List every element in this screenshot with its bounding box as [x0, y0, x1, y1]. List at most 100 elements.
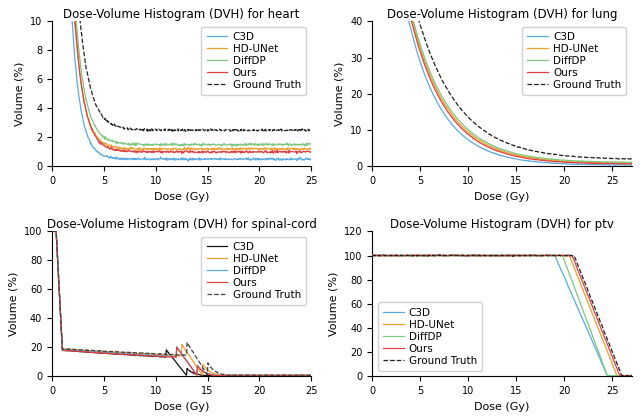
- Ground Truth: [173, 128, 180, 133]
- Ours: [502, 252, 510, 257]
- HD-UNet: [618, 161, 626, 166]
- DiffDP: [492, 144, 499, 150]
- C3D: [509, 253, 517, 258]
- Ground Truth: [493, 136, 501, 141]
- DiffDP: [261, 142, 269, 147]
- HD-UNet: [369, 253, 376, 258]
- Line: Ours: Ours: [372, 0, 632, 164]
- Ground Truth: [202, 371, 210, 376]
- HD-UNet: [261, 373, 269, 378]
- HD-UNet: [497, 252, 505, 257]
- Line: Ground Truth: Ground Truth: [52, 0, 311, 131]
- Ground Truth: [509, 253, 517, 258]
- C3D: [618, 374, 625, 379]
- Ground Truth: [582, 281, 589, 286]
- Ours: [621, 161, 629, 166]
- Line: Ours: Ours: [372, 255, 632, 376]
- C3D: [173, 157, 180, 162]
- X-axis label: Dose (Gy): Dose (Gy): [154, 402, 209, 412]
- Y-axis label: Volume (%): Volume (%): [8, 272, 19, 336]
- HD-UNet: [202, 366, 210, 371]
- Ground Truth: [494, 253, 502, 258]
- Ours: [582, 286, 589, 291]
- DiffDP: [172, 354, 179, 359]
- C3D: [307, 373, 315, 378]
- Legend: C3D, HD-UNet, DiffDP, Ours, Ground Truth: C3D, HD-UNet, DiffDP, Ours, Ground Truth: [522, 26, 627, 95]
- Line: Ground Truth: Ground Truth: [372, 255, 632, 376]
- Ours: [492, 253, 499, 258]
- DiffDP: [173, 142, 180, 147]
- Title: Dose-Volume Histogram (DVH) for ptv: Dose-Volume Histogram (DVH) for ptv: [390, 218, 614, 231]
- HD-UNet: [307, 146, 315, 151]
- HD-UNet: [628, 373, 636, 378]
- Ours: [492, 148, 499, 153]
- Ground Truth: [622, 373, 630, 378]
- Line: DiffDP: DiffDP: [372, 255, 632, 376]
- DiffDP: [627, 160, 634, 165]
- Ground Truth: [628, 157, 636, 162]
- DiffDP: [301, 143, 309, 148]
- HD-UNet: [301, 373, 309, 378]
- HD-UNet: [524, 253, 531, 258]
- Ours: [509, 153, 516, 158]
- Ground Truth: [260, 373, 268, 378]
- Ours: [524, 253, 531, 258]
- DiffDP: [307, 373, 315, 378]
- DiffDP: [307, 142, 315, 147]
- Ground Truth: [468, 252, 476, 257]
- Line: Ours: Ours: [52, 0, 311, 154]
- C3D: [203, 373, 211, 378]
- Ours: [628, 373, 636, 378]
- Ours: [261, 373, 269, 378]
- Ground Truth: [623, 157, 631, 162]
- C3D: [261, 373, 269, 378]
- C3D: [628, 373, 636, 378]
- Ours: [188, 366, 196, 371]
- Legend: C3D, HD-UNet, DiffDP, Ours, Ground Truth: C3D, HD-UNet, DiffDP, Ours, Ground Truth: [202, 236, 306, 305]
- Ground Truth: [492, 253, 500, 258]
- Legend: C3D, HD-UNet, DiffDP, Ours, Ground Truth: C3D, HD-UNet, DiffDP, Ours, Ground Truth: [378, 302, 483, 371]
- C3D: [524, 253, 531, 258]
- Line: Ground Truth: Ground Truth: [372, 0, 632, 159]
- C3D: [581, 162, 589, 167]
- C3D: [582, 323, 589, 328]
- Ours: [307, 150, 315, 155]
- DiffDP: [261, 373, 269, 378]
- C3D: [50, 229, 58, 234]
- Line: C3D: C3D: [52, 231, 311, 376]
- Ground Truth: [172, 128, 179, 133]
- DiffDP: [232, 144, 240, 149]
- Ground Truth: [492, 135, 499, 140]
- HD-UNet: [260, 145, 268, 150]
- DiffDP: [51, 229, 58, 234]
- Ground Truth: [203, 127, 211, 132]
- Line: C3D: C3D: [52, 0, 311, 161]
- C3D: [261, 156, 269, 161]
- Ours: [48, 229, 56, 234]
- Ours: [628, 162, 636, 167]
- HD-UNet: [509, 152, 516, 157]
- HD-UNet: [622, 161, 630, 166]
- HD-UNet: [493, 253, 501, 258]
- HD-UNet: [492, 253, 499, 258]
- HD-UNet: [301, 147, 309, 152]
- DiffDP: [202, 142, 210, 147]
- Ours: [173, 345, 180, 350]
- Ours: [523, 156, 531, 161]
- DiffDP: [369, 252, 376, 257]
- DiffDP: [493, 145, 501, 150]
- Ground Truth: [523, 147, 531, 152]
- C3D: [620, 163, 628, 168]
- HD-UNet: [48, 229, 56, 234]
- Line: DiffDP: DiffDP: [372, 0, 632, 163]
- C3D: [184, 158, 192, 163]
- HD-UNet: [627, 374, 635, 379]
- Legend: C3D, HD-UNet, DiffDP, Ours, Ground Truth: C3D, HD-UNet, DiffDP, Ours, Ground Truth: [202, 26, 306, 95]
- Ground Truth: [621, 156, 629, 161]
- Line: HD-UNet: HD-UNet: [52, 231, 311, 375]
- DiffDP: [188, 142, 196, 147]
- Ours: [173, 150, 180, 155]
- DiffDP: [302, 373, 310, 378]
- Line: HD-UNet: HD-UNet: [372, 0, 632, 163]
- Ours: [188, 150, 196, 155]
